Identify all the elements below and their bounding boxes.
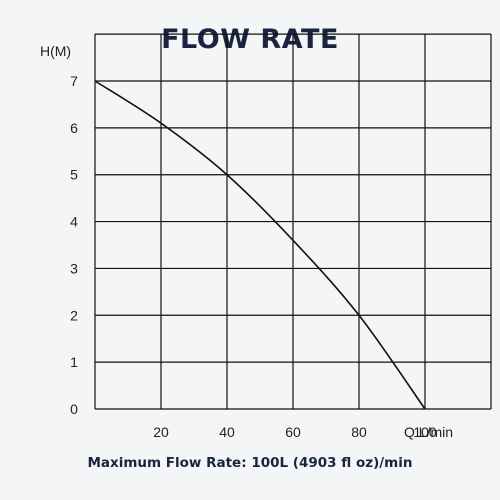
chart-grid (94, 33, 492, 410)
x-tick-label: 40 (219, 424, 235, 440)
y-tick-label: 2 (70, 307, 78, 323)
tick-labels: 0 1 2 3 4 5 6 7 20 40 60 80 100 (70, 73, 437, 440)
y-tick-label: 5 (70, 167, 78, 183)
y-tick-label: 4 (70, 214, 78, 230)
y-tick-label: 1 (70, 354, 78, 370)
max-flow-rate-note: Maximum Flow Rate: 100L (4903 fl oz)/min (87, 455, 413, 471)
y-tick-label: 3 (70, 260, 78, 276)
x-tick-label: 20 (153, 424, 169, 440)
x-tick-label: 80 (351, 424, 367, 440)
x-tick-label: 100 (413, 424, 437, 440)
chart-title: FLOW RATE (161, 24, 339, 55)
y-tick-label: 7 (70, 73, 78, 89)
x-axis-label: Q L/min (404, 424, 453, 440)
y-tick-label: 0 (70, 401, 78, 417)
y-tick-label: 6 (70, 120, 78, 136)
y-axis-label: H(M) (40, 43, 71, 59)
x-tick-label: 60 (285, 424, 301, 440)
flow-curve (94, 80, 426, 410)
